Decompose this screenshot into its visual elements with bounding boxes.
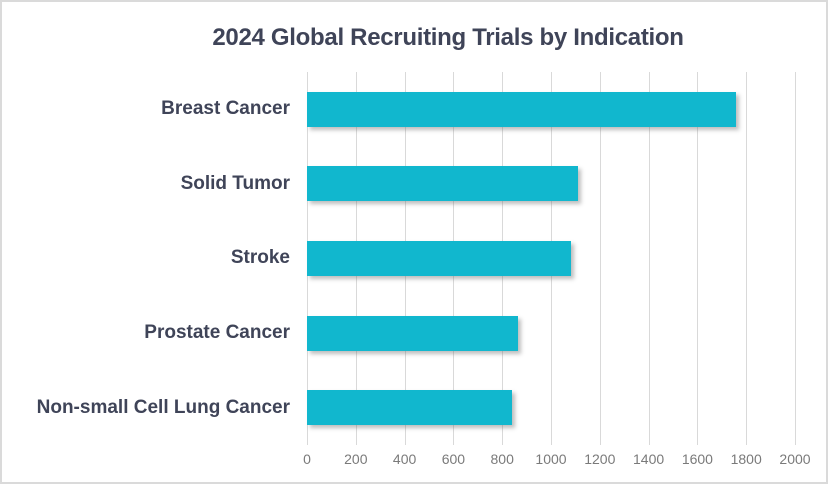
- x-tick-label: 1400: [633, 451, 665, 467]
- bar: [307, 166, 578, 202]
- value-axis: 0 200 400 600 800 1000 1200 1400 1600 1800 2000: [303, 451, 810, 469]
- gridline: [795, 72, 796, 445]
- plot-area: [307, 72, 796, 445]
- x-tick-label: 1800: [730, 451, 762, 467]
- bar-series: [307, 72, 795, 445]
- x-tick-label: 800: [490, 451, 514, 467]
- bar: [307, 91, 737, 127]
- category-label: Stroke: [230, 247, 290, 269]
- chart-title: 2024 Global Recruiting Trials by Indicat…: [212, 24, 684, 51]
- bar-row: [307, 72, 795, 147]
- gridline: [697, 72, 699, 445]
- bar: [307, 240, 571, 276]
- x-tick-label: 200: [344, 451, 368, 467]
- category-axis: Breast Cancer Solid Tumor Stroke Prostate C…: [2, 72, 292, 445]
- bar: [307, 315, 519, 351]
- bar: [307, 390, 512, 426]
- x-tick-label: 1200: [584, 451, 616, 467]
- x-tick-label: 2000: [779, 451, 811, 467]
- x-tick-label: 0: [303, 451, 311, 467]
- category-label: Breast Cancer: [161, 98, 290, 120]
- x-tick-label: 1000: [535, 451, 567, 467]
- category-label: Prostate Cancer: [144, 322, 290, 344]
- bar-row: [307, 221, 795, 296]
- x-tick-label: 1600: [681, 451, 713, 467]
- category-label: Non-small Cell Lung Cancer: [36, 396, 290, 418]
- gridline: [599, 72, 601, 445]
- gridline: [648, 72, 650, 445]
- bar-row: [307, 147, 795, 222]
- gridline: [746, 72, 748, 445]
- x-tick-label: 400: [392, 451, 417, 467]
- bar-row: [307, 370, 795, 445]
- category-label: Solid Tumor: [180, 172, 290, 194]
- x-tick-label: 600: [441, 451, 466, 467]
- bar-row: [307, 296, 795, 371]
